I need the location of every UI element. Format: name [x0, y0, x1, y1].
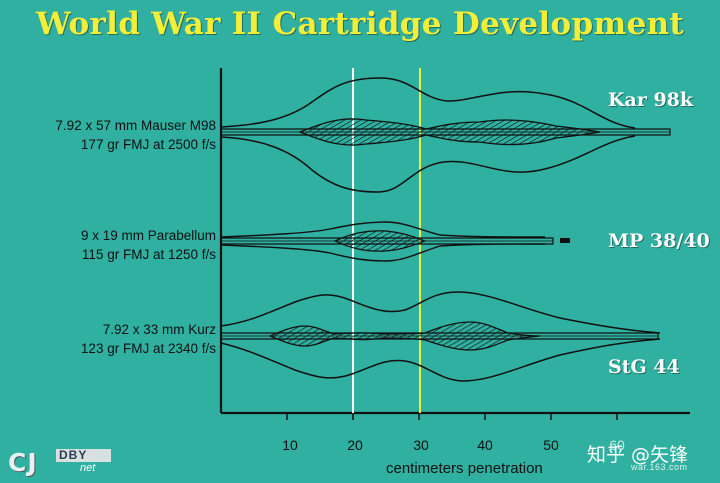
temporary-cavity-upper [220, 221, 546, 238]
x-axis-label: centimeters penetration [386, 460, 543, 477]
x-tick-label-40: 40 [477, 437, 493, 453]
temporary-cavity-upper [220, 77, 636, 129]
temporary-cavity-lower [220, 338, 661, 382]
weapon-label-mp3840: MP 38/40 [608, 230, 710, 252]
wound-profile-kar98k [220, 77, 671, 193]
cartridge-label-mauser: 7.92 x 57 mm Mauser M98 177 gr FMJ at 25… [55, 116, 216, 154]
bullet-end-marker [560, 238, 570, 243]
cartridge-label-kurz: 7.92 x 33 mm Kurz 123 gr FMJ at 2340 f/s [81, 320, 216, 358]
wound-profile-stg44 [220, 291, 661, 382]
chart-title: World War II Cartridge Development [35, 6, 685, 42]
cartridge-spec-line2: 123 gr FMJ at 2340 f/s [80, 341, 216, 356]
wound-profile-mp3840 [220, 221, 570, 262]
temporary-cavity-upper [220, 291, 661, 334]
weapon-label-stg44: StG 44 [608, 356, 680, 378]
logo-suffix: net [80, 462, 96, 474]
cartridge-spec-line2: 115 gr FMJ at 1250 f/s [81, 247, 216, 262]
bullet-track [220, 332, 659, 340]
logo-main-text: CJ [8, 448, 38, 477]
x-tick-label-30: 30 [413, 437, 429, 453]
cartridge-spec-line1: 7.92 x 57 mm Mauser M98 [55, 118, 216, 133]
bullet-track [220, 237, 554, 245]
cartridge-spec-line1: 9 x 19 mm Parabellum [80, 228, 216, 243]
logo-badge: DBY [56, 449, 111, 462]
cartridge-spec-line1: 7.92 x 33 mm Kurz [102, 322, 216, 337]
cartridge-label-parabellum: 9 x 19 mm Parabellum 115 gr FMJ at 1250 … [81, 226, 216, 264]
cartridge-spec-line2: 177 gr FMJ at 2500 f/s [80, 137, 216, 152]
watermark-text: 知乎 @矢锋 [587, 444, 689, 466]
x-axis-ticks [286, 413, 618, 420]
temporary-cavity-lower [220, 135, 636, 193]
x-tick-label-50: 50 [543, 437, 559, 453]
weapon-label-kar98k: Kar 98k [608, 89, 694, 111]
watermark-subtext: war.163.com [631, 462, 688, 472]
site-logo: CJ DBY net [8, 448, 112, 477]
x-tick-label-60: 60 [609, 437, 625, 453]
x-tick-label-10: 10 [282, 437, 298, 453]
x-tick-label-20: 20 [347, 437, 363, 453]
bullet-track [220, 128, 671, 136]
